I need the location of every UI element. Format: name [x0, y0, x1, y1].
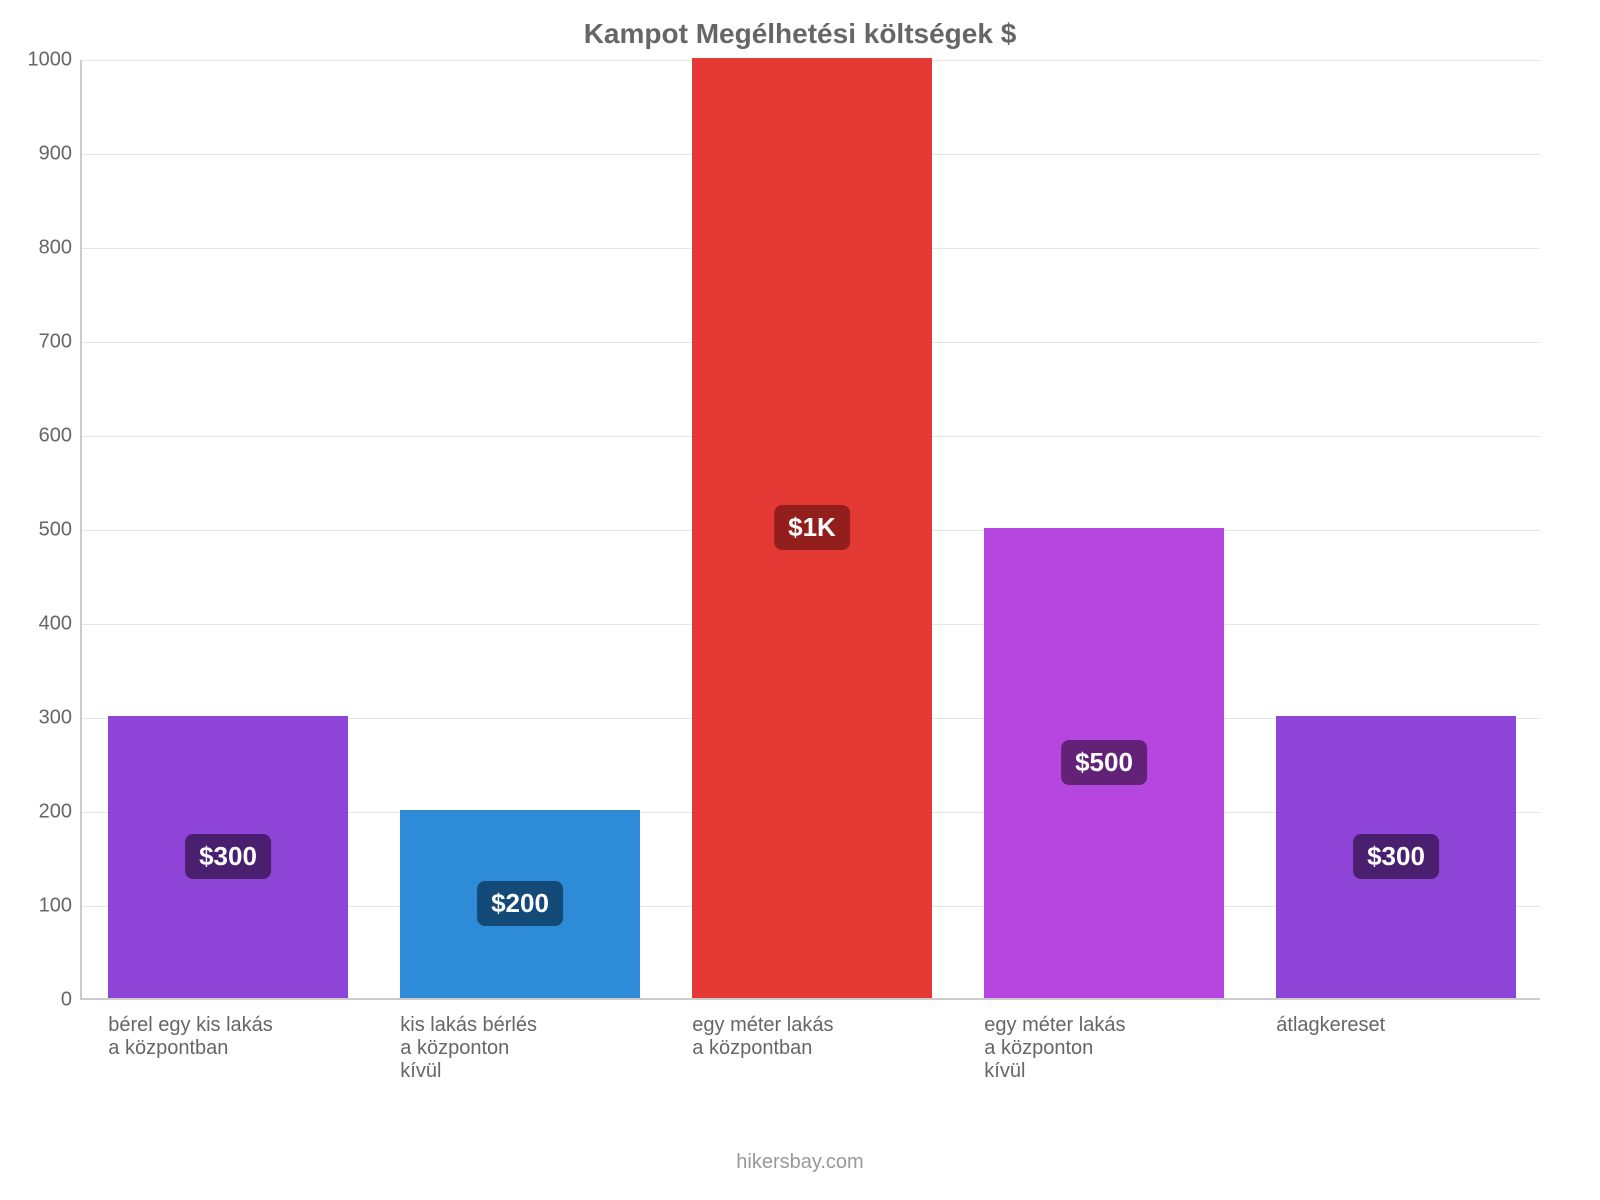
x-category-line: a központon: [400, 1037, 639, 1060]
x-category-line: egy méter lakás: [692, 1014, 931, 1037]
x-category-label: egy méter lakása központonkívül: [984, 998, 1223, 1083]
cost-of-living-bar-chart: Kampot Megélhetési költségek $ 010020030…: [0, 0, 1600, 1200]
y-tick-label: 600: [39, 425, 82, 448]
x-category-label: egy méter lakása központban: [692, 998, 931, 1060]
y-tick-label: 500: [39, 519, 82, 542]
y-tick-label: 800: [39, 237, 82, 260]
bar-value-label: $200: [477, 881, 563, 926]
y-tick-label: 100: [39, 895, 82, 918]
chart-attribution: hikersbay.com: [0, 1151, 1600, 1174]
bar-value-label: $500: [1061, 740, 1147, 785]
bar: $500: [984, 528, 1223, 998]
y-tick-label: 200: [39, 801, 82, 824]
plot-area: 01002003004005006007008009001000$300bére…: [80, 60, 1540, 1000]
x-category-line: kívül: [400, 1060, 639, 1083]
y-tick-label: 900: [39, 143, 82, 166]
y-tick-label: 700: [39, 331, 82, 354]
x-category-line: átlagkereset: [1276, 1014, 1515, 1037]
x-category-line: a központban: [108, 1037, 347, 1060]
bar: $300: [1276, 716, 1515, 998]
y-tick-label: 0: [61, 989, 82, 1012]
bar-value-label: $300: [1353, 834, 1439, 879]
x-category-line: bérel egy kis lakás: [108, 1014, 347, 1037]
bar: $200: [400, 810, 639, 998]
y-tick-label: 1000: [28, 49, 83, 72]
bar-value-label: $1K: [774, 505, 850, 550]
x-category-label: bérel egy kis lakása központban: [108, 998, 347, 1060]
y-tick-label: 400: [39, 613, 82, 636]
x-category-line: a központon: [984, 1037, 1223, 1060]
x-category-line: kívül: [984, 1060, 1223, 1083]
bar: $1K: [692, 58, 931, 998]
chart-title: Kampot Megélhetési költségek $: [0, 18, 1600, 50]
bar-value-label: $300: [185, 834, 271, 879]
y-tick-label: 300: [39, 707, 82, 730]
x-category-line: kis lakás bérlés: [400, 1014, 639, 1037]
x-category-line: egy méter lakás: [984, 1014, 1223, 1037]
x-category-label: átlagkereset: [1276, 998, 1515, 1037]
x-category-label: kis lakás bérlésa központonkívül: [400, 998, 639, 1083]
x-category-line: a központban: [692, 1037, 931, 1060]
bar: $300: [108, 716, 347, 998]
